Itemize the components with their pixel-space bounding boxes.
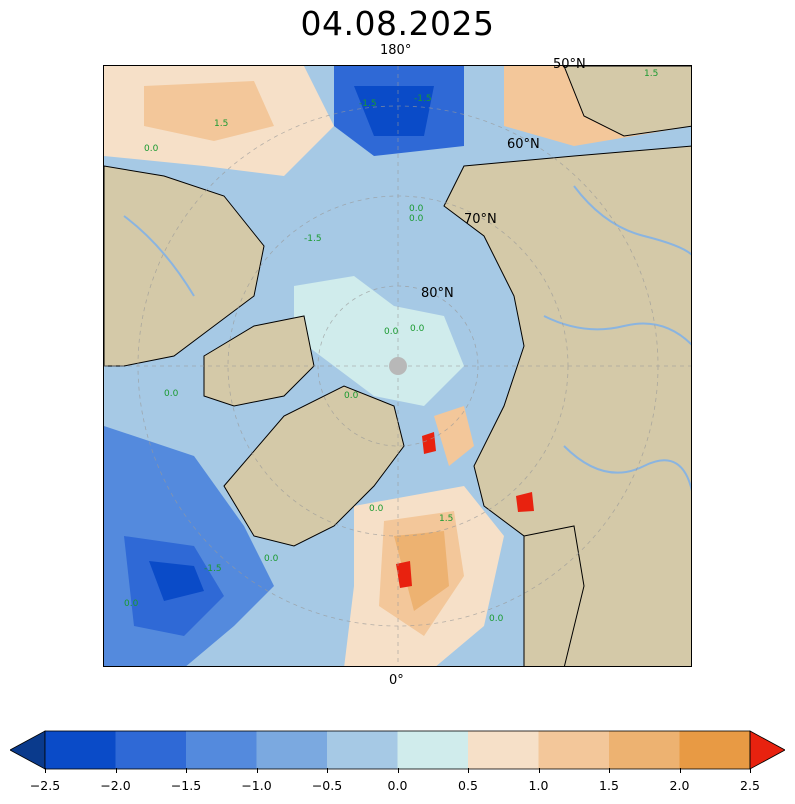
contour-label: 1.5 — [214, 119, 228, 129]
siberia-coast-warm — [434, 406, 474, 466]
contour-label: 0.0 — [409, 204, 424, 214]
barents-anomaly-hot — [396, 561, 412, 588]
colorbar-segment — [186, 731, 257, 769]
north-pole-marker — [389, 357, 407, 375]
contour-label: 0.0 — [489, 614, 504, 624]
colorbar-tick-label: −0.5 — [311, 778, 343, 793]
atlantic-anomaly-core — [149, 561, 204, 601]
contour-label: 0.0 — [410, 324, 425, 334]
contour-label: -1.5 — [359, 99, 377, 109]
colorbar-tick-label: 1.0 — [528, 778, 549, 793]
colorbar-segment — [256, 731, 328, 769]
contour-label: 0.0 — [369, 504, 384, 514]
colorbar-tick-mark — [538, 768, 540, 773]
colorbar-segment — [538, 731, 610, 769]
river-2 — [543, 315, 691, 346]
colorbar-tick-label: −1.0 — [241, 778, 272, 793]
colorbar-segment — [45, 731, 116, 769]
colorbar-tick-label: −1.5 — [170, 778, 202, 793]
colorbar-tick-mark — [397, 768, 399, 773]
contour-label: 1.5 — [644, 69, 658, 79]
land-canadian-archipelago — [203, 315, 315, 407]
lat-label-50n: 50°N — [553, 57, 586, 72]
kara-east-hot — [516, 492, 534, 512]
colorbar-tick-label: 0.0 — [387, 778, 408, 793]
colorbar-segment — [115, 731, 187, 769]
land-scandinavia — [523, 525, 585, 666]
contour-label: 1.5 — [439, 514, 453, 524]
colorbar-over-extend — [749, 730, 786, 770]
contour-label: 0.0 — [264, 554, 279, 564]
contour-label: 0.0 — [144, 144, 159, 154]
land-alaska-top — [563, 66, 691, 137]
colorbar-tick-label: 2.5 — [740, 778, 760, 793]
central-arctic-light — [294, 276, 464, 406]
bering-anomaly-core — [354, 86, 434, 136]
map-svg: 0.0 0.0 0.0 0.0 -1.5 -1.5 1.5 -1.5 1.5 0… — [104, 66, 691, 666]
land-eurasia — [443, 145, 691, 666]
map-title: 04.08.2025 — [300, 4, 495, 43]
lon-label-0: 0° — [389, 673, 404, 688]
colorbar-tick-label: 0.5 — [458, 778, 478, 793]
colorbar-tick-label: 1.5 — [599, 778, 619, 793]
contour-label: 0.0 — [384, 327, 399, 337]
colorbar-tick-mark — [750, 768, 751, 773]
colorbar-segment — [327, 731, 398, 769]
contour-labels: 0.0 0.0 0.0 0.0 -1.5 -1.5 1.5 -1.5 1.5 0… — [124, 69, 658, 624]
colorbar-segment — [679, 731, 751, 769]
lat-label-70n: 70°N — [464, 212, 497, 227]
polar-map[interactable]: 0.0 0.0 0.0 0.0 -1.5 -1.5 1.5 -1.5 1.5 0… — [103, 65, 692, 667]
colorbar-under-extend — [9, 730, 46, 770]
colorbar-tick-mark — [256, 768, 258, 773]
colorbar-tick-label: −2.5 — [29, 778, 61, 793]
river-1 — [573, 185, 691, 256]
contour-label: 0.0 — [409, 214, 424, 224]
contour-label: 0.0 — [344, 391, 359, 401]
colorbar-tick-label: 2.0 — [669, 778, 690, 793]
colorbar-tick-mark — [609, 768, 610, 773]
pacific-anomaly-warm2 — [144, 81, 274, 141]
colorbar-tick-mark — [679, 768, 681, 773]
colorbar-tick-label: −2.0 — [100, 778, 131, 793]
graticule — [104, 66, 691, 666]
contour-label: 0.0 — [164, 389, 179, 399]
colorbar-tick-mark — [115, 768, 117, 773]
colorbar-svg — [9, 730, 786, 770]
lat-label-80n: 80°N — [421, 286, 454, 301]
colorbar-segment — [468, 731, 539, 769]
lon-label-180: 180° — [380, 43, 412, 58]
land-greenland — [223, 385, 405, 547]
river-3 — [563, 445, 691, 492]
river-4 — [123, 215, 195, 297]
contour-label: 0.0 — [124, 599, 139, 609]
contour-label: -1.5 — [304, 234, 322, 244]
barents-anomaly-warm3 — [394, 531, 449, 611]
siberia-coast-hot — [422, 432, 436, 454]
colorbar-tick-mark — [327, 768, 328, 773]
colorbar-segment — [397, 731, 469, 769]
contour-label: -1.5 — [204, 564, 222, 574]
colorbar-tick-mark — [45, 768, 46, 773]
lat-label-60n: 60°N — [507, 137, 540, 152]
colorbar-tick-mark — [186, 768, 187, 773]
colorbar-segment — [609, 731, 680, 769]
colorbar-tick-mark — [468, 768, 469, 773]
colorbar — [9, 730, 786, 770]
contour-label: -1.5 — [414, 94, 432, 104]
